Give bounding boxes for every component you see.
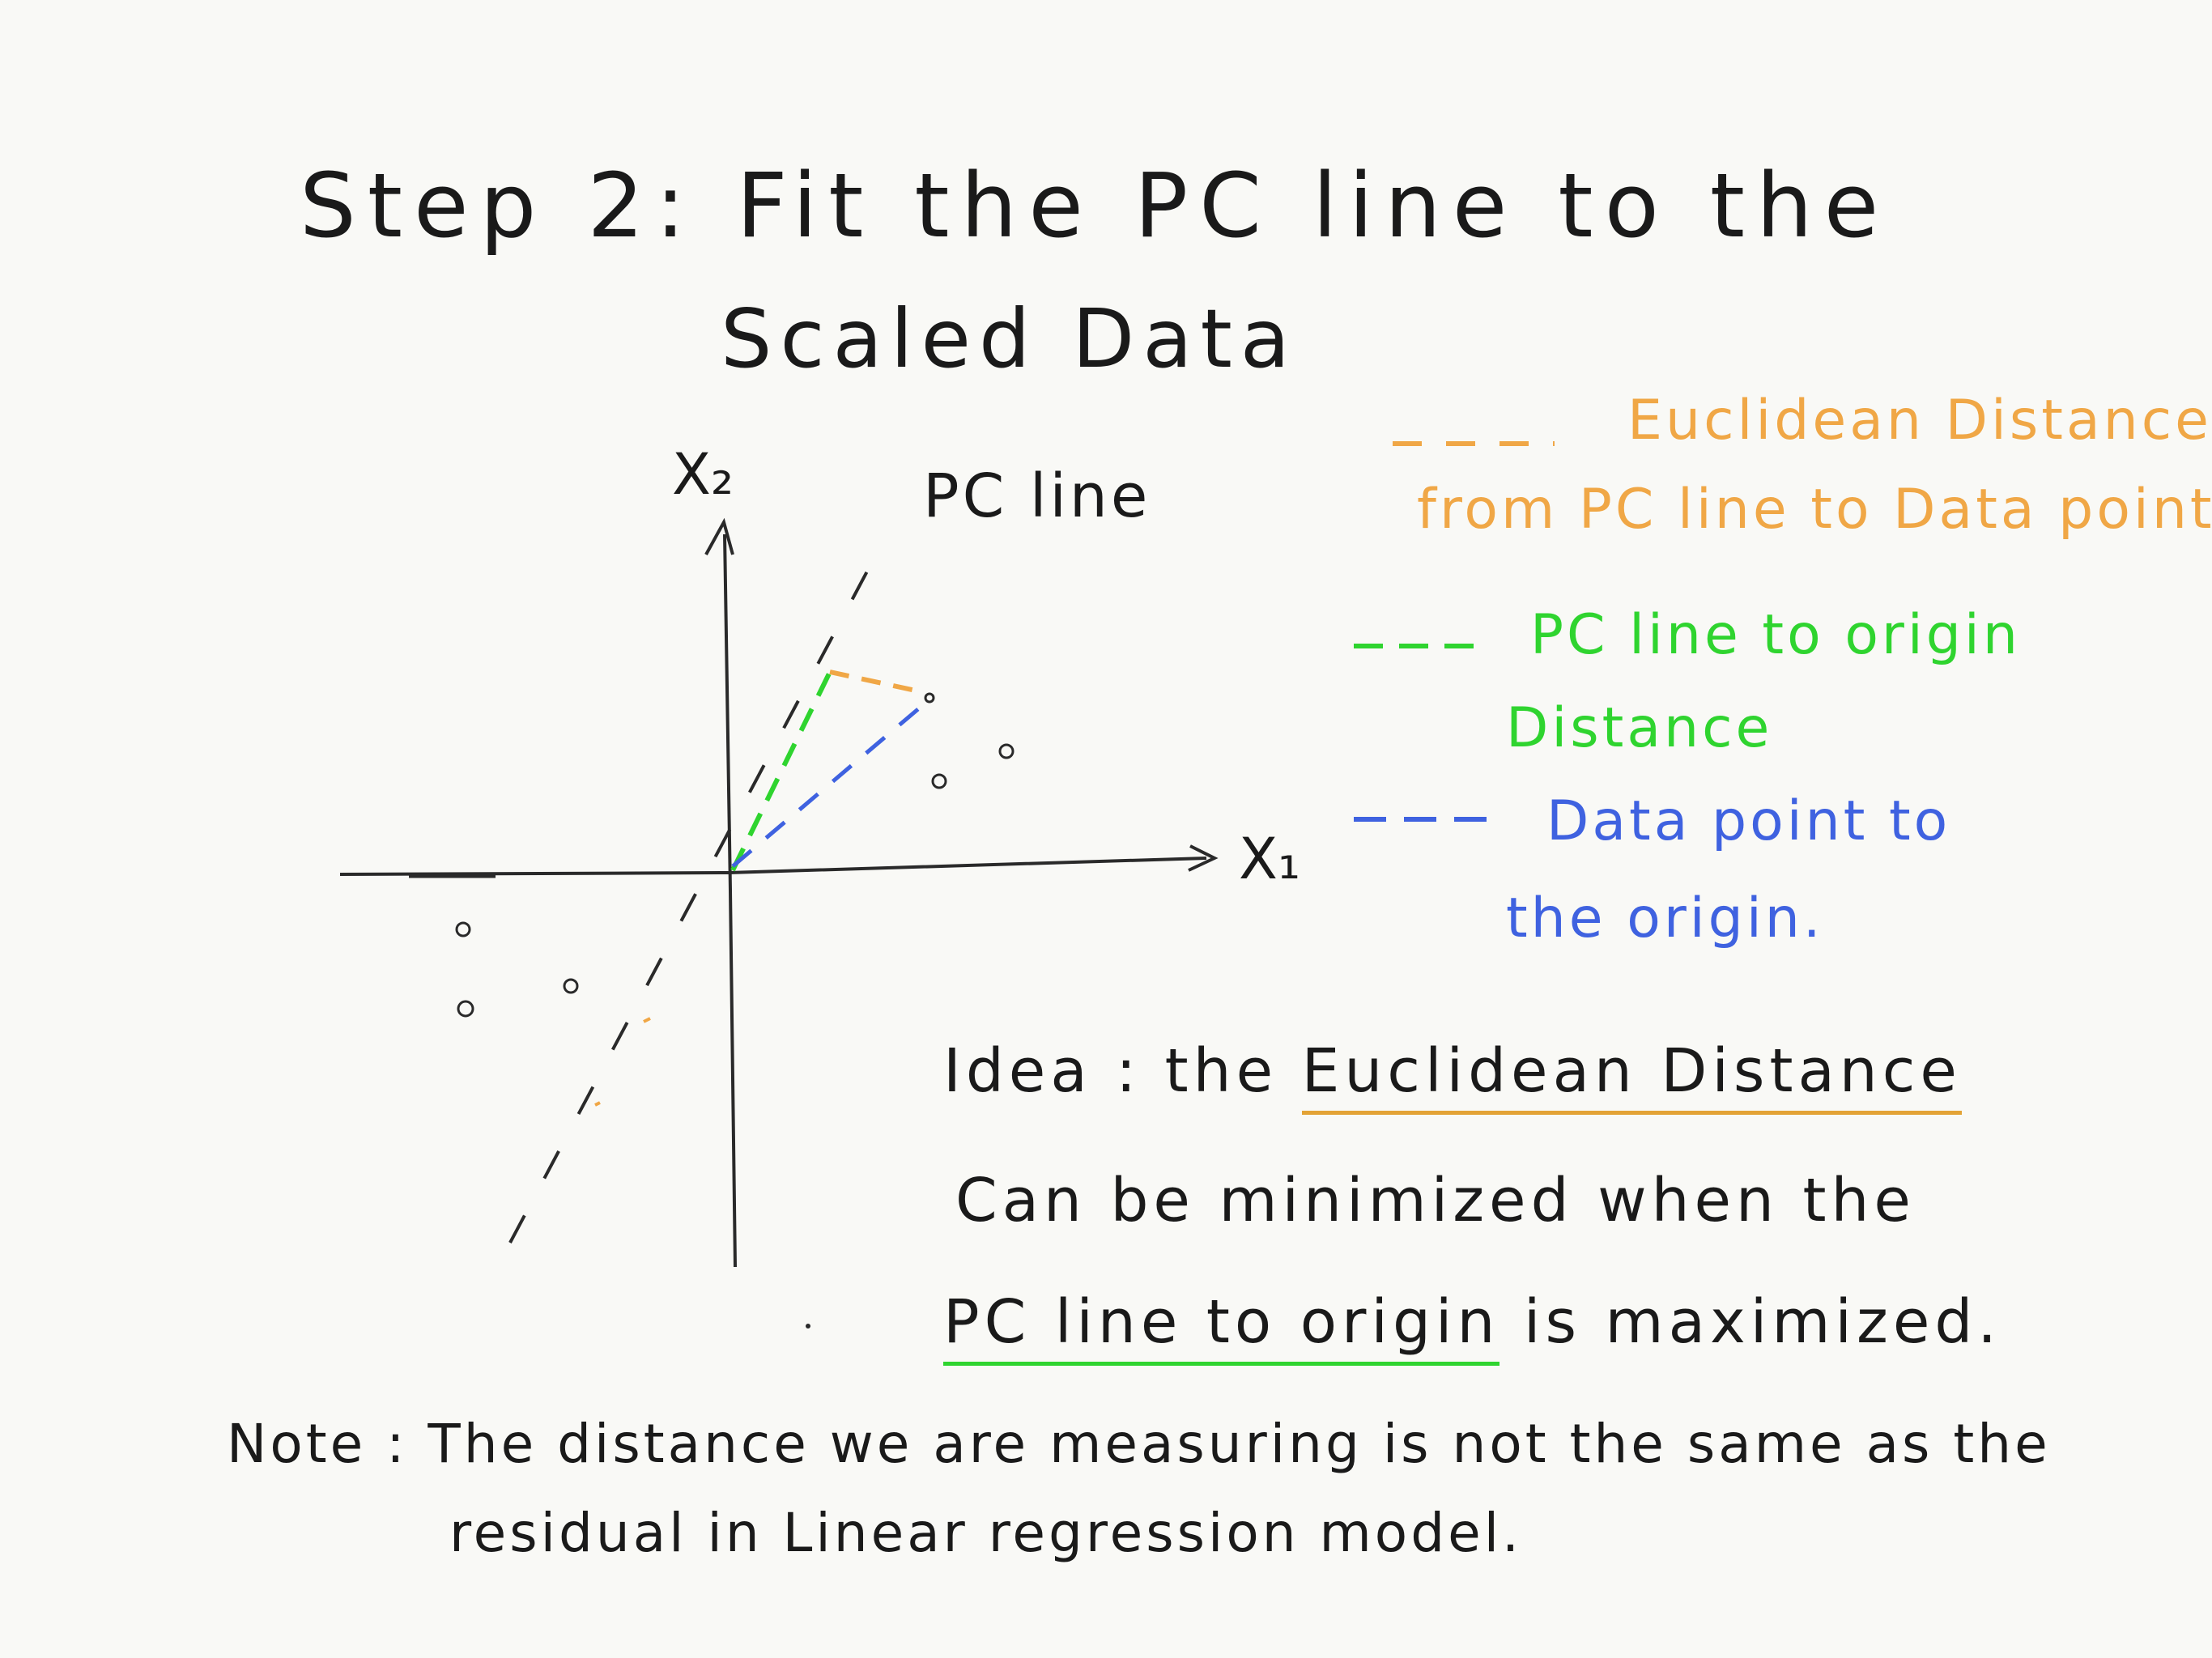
title-line-2: Scaled Data	[721, 291, 1299, 386]
legend-orange-line-2: from PC line to Data point	[1417, 478, 2212, 542]
idea-highlight-euclidean: Euclidean Distance	[1301, 1036, 1962, 1115]
data-point	[998, 743, 1015, 759]
data-point	[924, 692, 935, 704]
blue-distance-line	[731, 707, 921, 868]
stray-dot	[806, 1324, 810, 1329]
x-axis-arrowhead	[1188, 844, 1219, 872]
idea-line-3: PC line to origin is maximized.	[943, 1287, 2001, 1366]
note-line-2: residual in Linear regression model.	[449, 1502, 1523, 1564]
y-axis	[723, 534, 737, 1268]
pc-line	[508, 542, 884, 1244]
data-point	[455, 921, 471, 937]
idea-line-1: Idea : the Euclidean Distance	[943, 1036, 1962, 1115]
data-point	[457, 1000, 474, 1018]
idea-highlight-pc-origin: PC line to origin	[943, 1287, 1500, 1366]
x-axis-label: X₁	[1239, 826, 1301, 892]
legend-blue-line-2: the origin.	[1506, 886, 1824, 950]
orange-tick	[643, 1017, 651, 1023]
orange-tick	[594, 1101, 601, 1107]
idea-line-2: Can be minimized when the	[955, 1166, 1916, 1235]
x-axis	[339, 857, 1207, 876]
idea-suffix: is maximized.	[1499, 1287, 2001, 1357]
green-distance-line	[730, 670, 832, 872]
data-point	[563, 978, 579, 994]
legend-blue-line-1: Data point to	[1546, 789, 1951, 853]
orange-distance-line	[829, 670, 924, 695]
data-point	[931, 773, 947, 789]
title-line-1: Step 2: Fit the PC line to the	[300, 154, 1891, 257]
note-line-1: Note : The distance we are measuring is …	[227, 1413, 2051, 1475]
legend-orange-line-1: Euclidean Distance	[1627, 389, 2212, 453]
pc-line-label: PC line	[923, 461, 1151, 531]
y-axis-label: X₂	[672, 441, 734, 508]
legend-green-line-2: Distance	[1506, 696, 1773, 760]
legend-green-line-1: PC line to origin	[1530, 603, 2021, 667]
idea-prefix: Idea : the	[943, 1036, 1302, 1106]
y-axis-arrowhead	[704, 517, 734, 555]
